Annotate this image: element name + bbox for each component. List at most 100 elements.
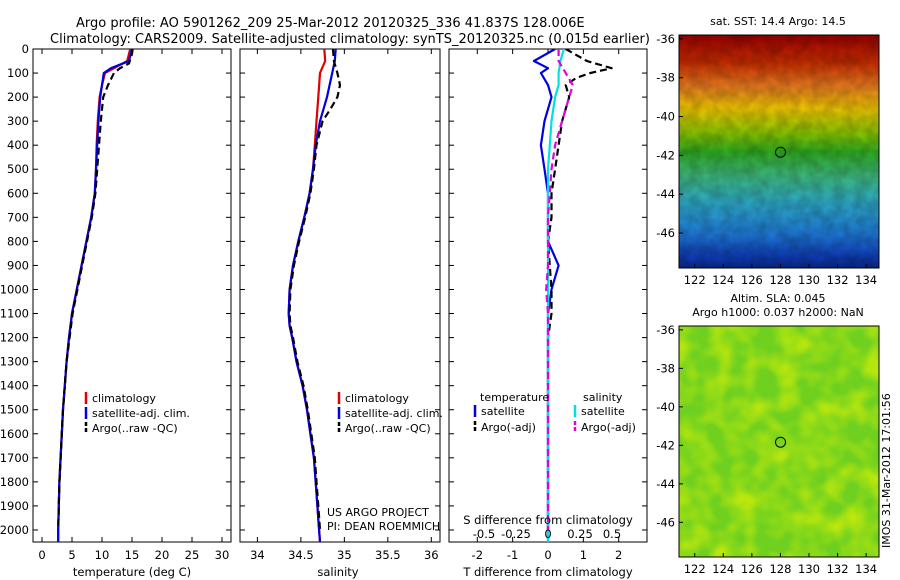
depth-tick-label: 200 [7, 90, 29, 104]
depth-tick-label: 2000 [0, 523, 29, 537]
temperature-xlabel: temperature (deg C) [73, 565, 191, 579]
series-line-argo-raw-qc [288, 49, 342, 531]
map-lon-tick-label: 124 [712, 562, 734, 576]
map-lon-tick-label: 122 [684, 562, 706, 576]
imos-credit: IMOS 31-Mar-2012 17:01:56 [880, 393, 893, 548]
depth-tick-label: 600 [7, 186, 29, 200]
map-lon-tick-label: 128 [769, 562, 791, 576]
legend-label-satellite: satellite-adj. clim. [92, 407, 190, 420]
difference-top-tick-label: 0.25 [567, 527, 593, 541]
series-line-climatology [57, 49, 132, 542]
salinity-legend: climatology satellite-adj. clim. Argo(..… [337, 392, 443, 435]
temperature-xtick-label: 10 [95, 548, 110, 562]
legend-label-salinity-satellite: satellite [581, 405, 625, 418]
legend-label-climatology: climatology [92, 392, 156, 405]
map-lat-tick-label: -46 [656, 226, 675, 240]
temperature-xtick-label: 25 [185, 548, 200, 562]
legend-label-argo: Argo(..raw -QC) [92, 422, 178, 435]
difference-top-tick-label: 0.5 [603, 527, 621, 541]
map-lon-tick-label: 126 [741, 562, 763, 576]
difference-panel: -2 -1 0 1 2 T difference from climatology S … [448, 48, 648, 579]
salinity-xtick-label: 35 [337, 548, 352, 562]
difference-xtick-label: 1 [580, 548, 587, 562]
sst-map: sat. SST: 14.4 Argo: 14.5 -36 -38 -40 -42 -4… [656, 15, 880, 287]
difference-top-ticks: -0.5 -0.25 0 0.25 0.5 [473, 527, 621, 541]
difference-top-tick-label: -0.25 [501, 527, 531, 541]
depth-tick-label: 1100 [0, 307, 29, 321]
map-lon-tick-label: 130 [798, 273, 820, 287]
salinity-xlabel: salinity [317, 565, 358, 579]
map-lon-tick-label: 122 [684, 273, 706, 287]
sst-map-title: sat. SST: 14.4 Argo: 14.5 [710, 15, 846, 28]
sla-map-title-line-2: Argo h1000: 0.037 h2000: NaN [692, 306, 864, 319]
title-line-1: Argo profile: AO 5901262_209 25-Mar-2012… [76, 16, 585, 31]
sla-map-frame [678, 325, 880, 558]
sla-map-title-line-1: Altim. SLA: 0.045 [730, 292, 825, 305]
salinity-xtick-label: 34 [250, 548, 265, 562]
depth-tick-label: 100 [7, 66, 29, 80]
depth-tick-label: 1500 [0, 403, 29, 417]
map-lon-tick-label: 128 [769, 273, 791, 287]
depth-tick-label: 1200 [0, 331, 29, 345]
depth-tick-label: 1700 [0, 451, 29, 465]
depth-tick-label: 1800 [0, 475, 29, 489]
sst-map-texture [679, 35, 879, 268]
salinity-xtick-label: 36 [424, 548, 439, 562]
temperature-xtick-label: 5 [68, 548, 75, 562]
title-line-2: Climatology: CARS2009. Satellite-adjuste… [50, 32, 650, 47]
depth-tick-label: 1000 [0, 282, 29, 296]
map-lat-tick-label: -36 [656, 323, 675, 337]
map-lat-tick-label: -42 [656, 148, 675, 162]
difference-xtick-label: 2 [615, 548, 622, 562]
depth-tick-label: 0 [22, 42, 29, 56]
map-lon-tick-label: 130 [798, 562, 820, 576]
difference-xtick-label: -2 [472, 548, 483, 562]
sla-map: Altim. SLA: 0.045 Argo h1000: 0.037 h200… [656, 292, 880, 576]
difference-xtick-label: -1 [507, 548, 518, 562]
map-lon-tick-label: 132 [827, 562, 849, 576]
depth-tick-label: 1300 [0, 355, 29, 369]
difference-top-tick-label: -0.5 [473, 527, 495, 541]
difference-xtick-label: 0 [544, 548, 551, 562]
series-line-temperature-argo-adj [546, 49, 613, 530]
difference-top-axis-label: S difference from climatology [463, 513, 633, 527]
temperature-xtick-label: 20 [155, 548, 170, 562]
depth-tick-label: 700 [7, 210, 29, 224]
temperature-xtick-label: 30 [215, 548, 230, 562]
depth-tick-label: 400 [7, 138, 29, 152]
sla-map-texture [679, 326, 879, 557]
legend-label-satellite: satellite-adj. clim. [345, 407, 443, 420]
project-annotation: US ARGO PROJECT [327, 506, 429, 519]
legend-label-salinity-argo: Argo(-adj) [581, 421, 636, 434]
map-lon-tick-label: 132 [827, 273, 849, 287]
temperature-panel: 0 5 10 15 20 25 300100200300400500600700800900… [0, 42, 232, 579]
map-lon-tick-label: 124 [712, 273, 734, 287]
salinity-xtick-label: 34.5 [288, 548, 314, 562]
temperature-legend: climatology satellite-adj. clim. Argo(..… [84, 392, 190, 435]
map-lon-tick-label: 126 [741, 273, 763, 287]
map-lon-tick-label: 134 [855, 273, 877, 287]
map-lat-tick-label: -42 [656, 438, 675, 452]
legend-title-temperature: temperature [480, 391, 549, 404]
temperature-xtick-label: 0 [38, 548, 45, 562]
legend-title-salinity: salinity [583, 391, 623, 404]
salinity-xtick-label: 35.5 [375, 548, 401, 562]
depth-tick-label: 800 [7, 234, 29, 248]
depth-tick-label: 900 [7, 258, 29, 272]
sst-map-frame [678, 34, 880, 269]
temperature-plot-frame [32, 48, 232, 543]
map-lat-tick-label: -40 [656, 400, 675, 414]
map-lat-tick-label: -36 [656, 32, 675, 46]
difference-xlabel: T difference from climatology [462, 565, 633, 579]
legend-label-argo: Argo(..raw -QC) [345, 422, 431, 435]
series-line-salinity-argo-adj [545, 49, 574, 530]
sla-float-location-marker [775, 436, 787, 448]
legend-label-temperature-argo: Argo(-adj) [481, 421, 536, 434]
map-lat-tick-label: -44 [656, 187, 675, 201]
map-lat-tick-label: -44 [656, 477, 675, 491]
depth-tick-label: 1600 [0, 427, 29, 441]
map-lat-tick-label: -38 [656, 71, 675, 85]
map-lat-tick-label: -46 [656, 515, 675, 529]
series-line-satellite-adj-clim [57, 49, 134, 542]
